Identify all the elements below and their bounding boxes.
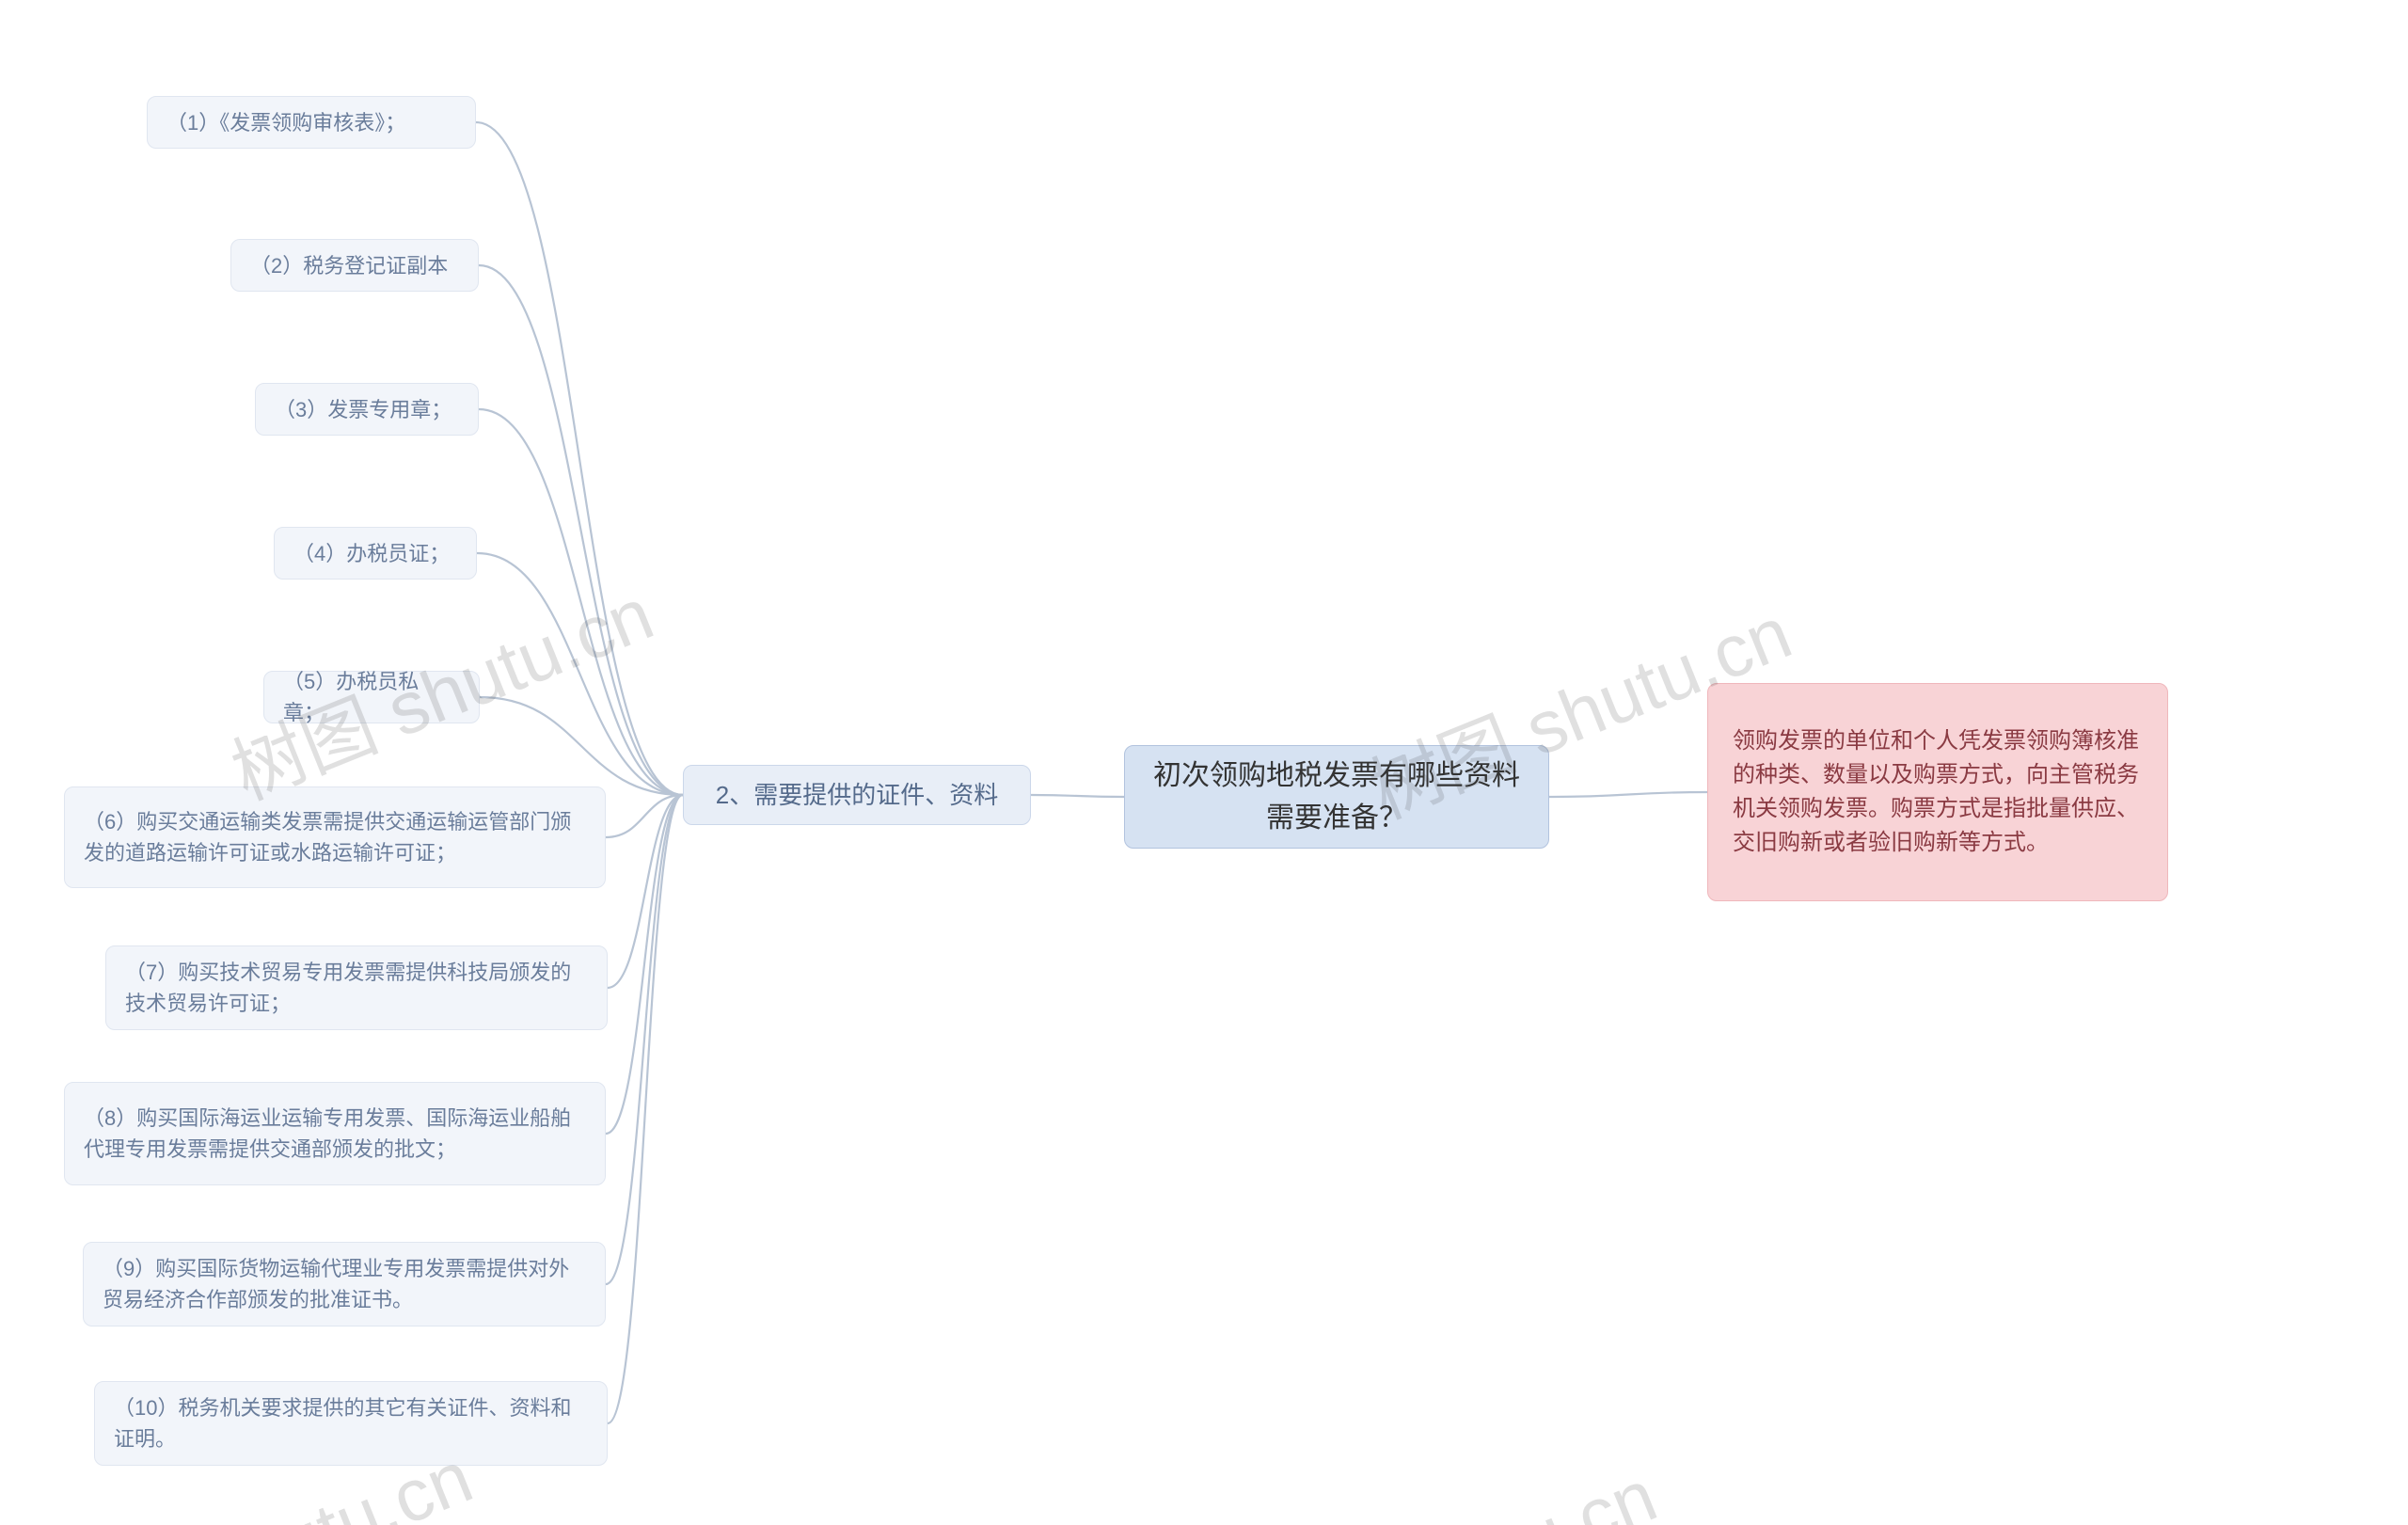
mid-node: 2、需要提供的证件、资料	[683, 765, 1031, 825]
leaf-node-text: （5）办税员私章；	[283, 666, 460, 728]
leaf-node-text: （8）购买国际海运业运输专用发票、国际海运业船舶代理专用发票需提供交通部颁发的批…	[84, 1103, 586, 1165]
watermark-4: shutu.cn	[1379, 1453, 1668, 1525]
leaf-node-5: （5）办税员私章；	[263, 671, 480, 723]
right-node: 领购发票的单位和个人凭发票领购簿核准的种类、数量以及购票方式，向主管税务机关领购…	[1707, 683, 2168, 901]
leaf-node-4: （4）办税员证；	[274, 527, 477, 580]
leaf-node-8: （8）购买国际海运业运输专用发票、国际海运业船舶代理专用发票需提供交通部颁发的批…	[64, 1082, 606, 1185]
leaf-node-text: （6）购买交通运输类发票需提供交通运输运管部门颁发的道路运输许可证或水路运输许可…	[84, 806, 586, 868]
leaf-node-text: （3）发票专用章；	[275, 394, 452, 425]
right-node-text: 领购发票的单位和个人凭发票领购簿核准的种类、数量以及购票方式，向主管税务机关领购…	[1733, 724, 2143, 860]
leaf-node-10: （10）税务机关要求提供的其它有关证件、资料和证明。	[94, 1381, 608, 1466]
leaf-node-text: （7）购买技术贸易专用发票需提供科技局颁发的技术贸易许可证；	[125, 957, 588, 1019]
leaf-node-1: （1）《发票领购审核表》；	[147, 96, 476, 149]
leaf-node-text: （10）税务机关要求提供的其它有关证件、资料和证明。	[114, 1392, 588, 1454]
leaf-node-text: （4）办税员证；	[293, 538, 450, 569]
leaf-node-6: （6）购买交通运输类发票需提供交通运输运管部门颁发的道路运输许可证或水路运输许可…	[64, 786, 606, 888]
mid-node-text: 2、需要提供的证件、资料	[716, 777, 998, 814]
leaf-node-9: （9）购买国际货物运输代理业专用发票需提供对外贸易经济合作部颁发的批准证书。	[83, 1242, 606, 1326]
center-node-text: 初次领购地税发票有哪些资料需要准备？	[1151, 755, 1522, 839]
leaf-node-text: （2）税务登记证副本	[250, 250, 448, 281]
center-node: 初次领购地税发票有哪些资料需要准备？	[1124, 745, 1549, 849]
leaf-node-text: （1）《发票领购审核表》；	[166, 107, 405, 138]
leaf-node-3: （3）发票专用章；	[255, 383, 479, 436]
diagram-canvas: 初次领购地税发票有哪些资料需要准备？ 领购发票的单位和个人凭发票领购簿核准的种类…	[0, 0, 2408, 1525]
leaf-node-7: （7）购买技术贸易专用发票需提供科技局颁发的技术贸易许可证；	[105, 945, 608, 1030]
leaf-node-2: （2）税务登记证副本	[230, 239, 479, 292]
leaf-node-text: （9）购买国际货物运输代理业专用发票需提供对外贸易经济合作部颁发的批准证书。	[103, 1253, 586, 1315]
